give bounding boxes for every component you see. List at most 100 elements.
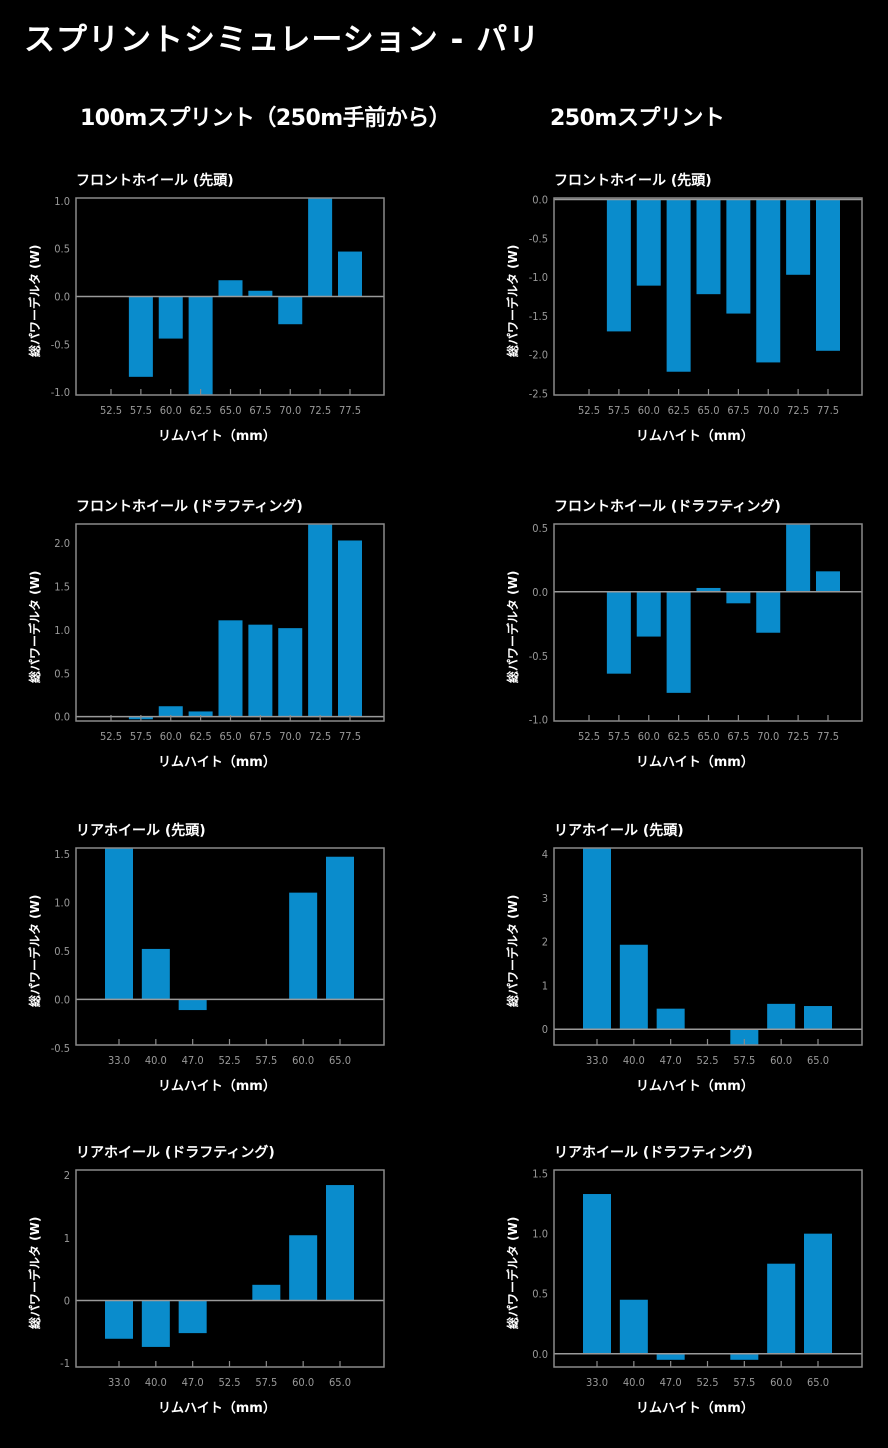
bar-60.0 <box>767 1003 796 1030</box>
bar-47.0 <box>178 1300 207 1334</box>
chart-100m-front-drafting: フロントホイール (ドラフティング) 総パワーデルタ (W) リムハイト（mm）… <box>24 494 444 794</box>
x-tick-label: 52.5 <box>578 404 600 417</box>
x-tick-label: 77.5 <box>339 404 361 417</box>
bar-67.5 <box>726 591 751 604</box>
y-tick-label: 1.0 <box>54 195 70 208</box>
bar-40.0 <box>141 948 170 1000</box>
x-tick-label: 77.5 <box>817 404 839 417</box>
y-tick-label: -0.5 <box>529 650 548 663</box>
bars <box>128 198 362 395</box>
bar-70.0 <box>278 296 303 325</box>
chart-plot: 0.0 0.5 1.0 1.5 2.0 52.5 57.5 60.0 62.5 65.0 67.5 7… <box>54 523 385 743</box>
y-tick-label: -1.0 <box>529 714 548 727</box>
chart-title: リアホイール (ドラフティング) <box>554 1145 753 1161</box>
bar-77.5 <box>338 251 362 297</box>
bar-77.5 <box>816 199 840 351</box>
y-tick-label: 0.5 <box>54 667 70 680</box>
x-tick-label: 47.0 <box>660 1054 682 1067</box>
x-tick-label: 33.0 <box>586 1376 608 1389</box>
y-tick-label: 2.0 <box>54 537 70 550</box>
x-tick-label: 40.0 <box>623 1376 645 1389</box>
y-tick-label: 0.0 <box>532 194 548 207</box>
bars <box>105 848 354 1011</box>
chart-title: リアホイール (ドラフティング) <box>76 1145 275 1161</box>
bar-40.0 <box>141 1300 170 1347</box>
x-tick-label: 65.0 <box>219 730 241 743</box>
page-title: スプリントシミュレーション - パリ <box>24 22 541 58</box>
bar-33.0 <box>105 1300 133 1339</box>
x-tick-label: 57.5 <box>130 404 152 417</box>
bar-72.5 <box>308 198 333 297</box>
bar-60.0 <box>289 892 318 1000</box>
y-tick-label: 1 <box>542 979 548 992</box>
y-tick-label: 0.0 <box>532 586 548 599</box>
x-tick-label: 52.5 <box>218 1376 240 1389</box>
bar-67.5 <box>248 290 273 297</box>
bar-47.0 <box>656 1353 685 1360</box>
chart-title: フロントホイール (先頭) <box>554 173 712 189</box>
y-tick-label: 1.0 <box>54 624 70 637</box>
y-tick-label: 2 <box>64 1169 70 1182</box>
bar-72.5 <box>786 524 811 592</box>
chart-plot: -1.0 -0.5 0.0 0.5 1.0 52.5 57.5 60.0 62.5 65.0 67.… <box>51 195 385 417</box>
x-tick-label: 72.5 <box>787 404 809 417</box>
x-tick-label: 65.0 <box>807 1054 829 1067</box>
bar-65.0 <box>326 1185 354 1301</box>
bar-57.5 <box>128 296 153 377</box>
chart-title: フロントホイール (ドラフティング) <box>76 499 303 515</box>
bar-65.0 <box>804 1006 832 1030</box>
y-tick-label: 0.5 <box>54 945 70 958</box>
bar-60.0 <box>767 1263 796 1354</box>
bars <box>105 1185 354 1347</box>
y-tick-label: 1.5 <box>532 1168 548 1181</box>
bar-70.0 <box>278 628 303 717</box>
x-tick-label: 60.0 <box>638 404 660 417</box>
bar-57.5 <box>730 1029 759 1045</box>
bar-60.0 <box>158 296 183 339</box>
y-tick-label: 1.0 <box>54 896 70 909</box>
y-tick-label: -1 <box>60 1357 70 1370</box>
x-tick-label: 40.0 <box>145 1054 167 1067</box>
bar-67.5 <box>248 624 273 717</box>
x-tick-label: 65.0 <box>329 1054 351 1067</box>
x-tick-label: 60.0 <box>770 1054 792 1067</box>
bar-72.5 <box>786 199 811 275</box>
bar-33.0 <box>105 848 133 1000</box>
x-axis-label: リムハイト（mm） <box>158 755 276 770</box>
y-tick-label: -2.0 <box>529 349 548 362</box>
plot-frame <box>553 523 863 722</box>
x-tick-label: 60.0 <box>292 1376 314 1389</box>
bars <box>606 524 840 693</box>
x-tick-label: 52.5 <box>696 1376 718 1389</box>
x-axis-label: リムハイト（mm） <box>636 1401 754 1416</box>
y-tick-label: 0.5 <box>532 522 548 535</box>
bar-47.0 <box>656 1008 685 1030</box>
y-tick-label: 4 <box>542 848 548 861</box>
y-tick-label: -0.5 <box>51 1042 70 1055</box>
bar-77.5 <box>816 571 840 592</box>
x-axis-label: リムハイト（mm） <box>158 429 276 444</box>
x-tick-label: 67.5 <box>727 730 749 743</box>
x-axis-label: リムハイト（mm） <box>636 429 754 444</box>
chart-title: リアホイール (先頭) <box>76 823 206 839</box>
x-tick-label: 33.0 <box>108 1054 130 1067</box>
y-tick-label: 1 <box>64 1232 70 1245</box>
x-tick-label: 65.0 <box>697 730 719 743</box>
x-tick-label: 57.5 <box>733 1376 755 1389</box>
y-tick-label: 1.5 <box>54 848 70 861</box>
chart-plot: 0.0 0.5 1.0 1.5 33.0 40.0 47.0 52.5 57.5 60.0 65.0 <box>532 1168 863 1389</box>
chart-title: リアホイール (先頭) <box>554 823 684 839</box>
x-tick-label: 65.0 <box>807 1376 829 1389</box>
y-tick-label: 0.0 <box>532 1348 548 1361</box>
x-tick-label: 52.5 <box>578 730 600 743</box>
y-tick-label: 2 <box>542 936 548 949</box>
x-tick-label: 67.5 <box>249 730 271 743</box>
x-tick-label: 62.5 <box>190 730 212 743</box>
x-tick-label: 47.0 <box>182 1376 204 1389</box>
y-tick-label: -1.0 <box>529 271 548 284</box>
y-tick-label: -2.5 <box>529 387 548 400</box>
chart-100m-rear-drafting: リアホイール (ドラフティング) 総パワーデルタ (W) リムハイト（mm） -… <box>24 1140 444 1440</box>
bar-65.0 <box>326 856 354 1000</box>
x-tick-label: 57.5 <box>255 1054 277 1067</box>
